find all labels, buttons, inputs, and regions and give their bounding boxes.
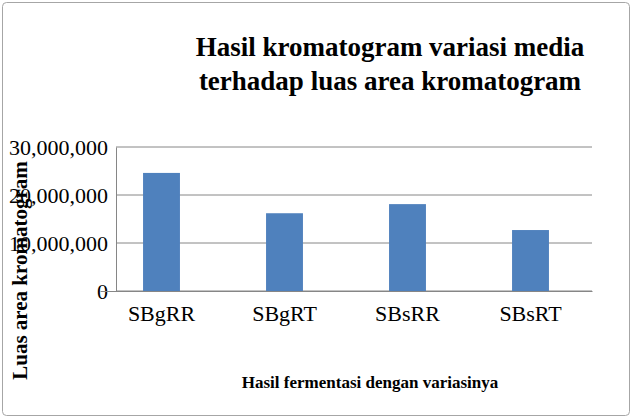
x-tick: SBsRT bbox=[499, 291, 562, 326]
x-tick: SBgRT bbox=[252, 291, 317, 326]
bar bbox=[389, 204, 426, 291]
y-tick: 30,000,000 bbox=[9, 135, 116, 160]
bars bbox=[143, 173, 549, 291]
y-axis-line bbox=[116, 148, 117, 292]
title: Hasil kromatogram variasi mediaterhadap … bbox=[196, 32, 585, 96]
chart-frame bbox=[3, 3, 630, 416]
grid bbox=[116, 147, 592, 291]
grid-line bbox=[116, 147, 592, 148]
y-tick-label: 30,000,000 bbox=[9, 135, 108, 160]
bar bbox=[143, 173, 180, 291]
bar bbox=[266, 213, 303, 291]
chart: 010,000,00020,000,00030,000,000SBgRRSBgR… bbox=[0, 0, 632, 418]
x-tick-label: SBgRR bbox=[128, 301, 196, 326]
y-axis-title: Luas area kromatogram bbox=[8, 161, 32, 380]
x-axis-title: Hasil fermentasi dengan variasinya bbox=[242, 373, 499, 392]
x-axis-line bbox=[101, 291, 593, 292]
x-tick-label: SBgRT bbox=[252, 301, 317, 326]
bar bbox=[512, 230, 549, 291]
x-tick: SBgRR bbox=[128, 291, 196, 326]
x-tick-label: SBsRT bbox=[499, 301, 562, 326]
x-tick: SBsRR bbox=[375, 291, 440, 326]
x-axis: SBgRR SBgRT SBsRR SBsRT bbox=[101, 291, 593, 326]
x-tick-label: SBsRR bbox=[375, 301, 440, 326]
grid-line bbox=[116, 195, 592, 196]
